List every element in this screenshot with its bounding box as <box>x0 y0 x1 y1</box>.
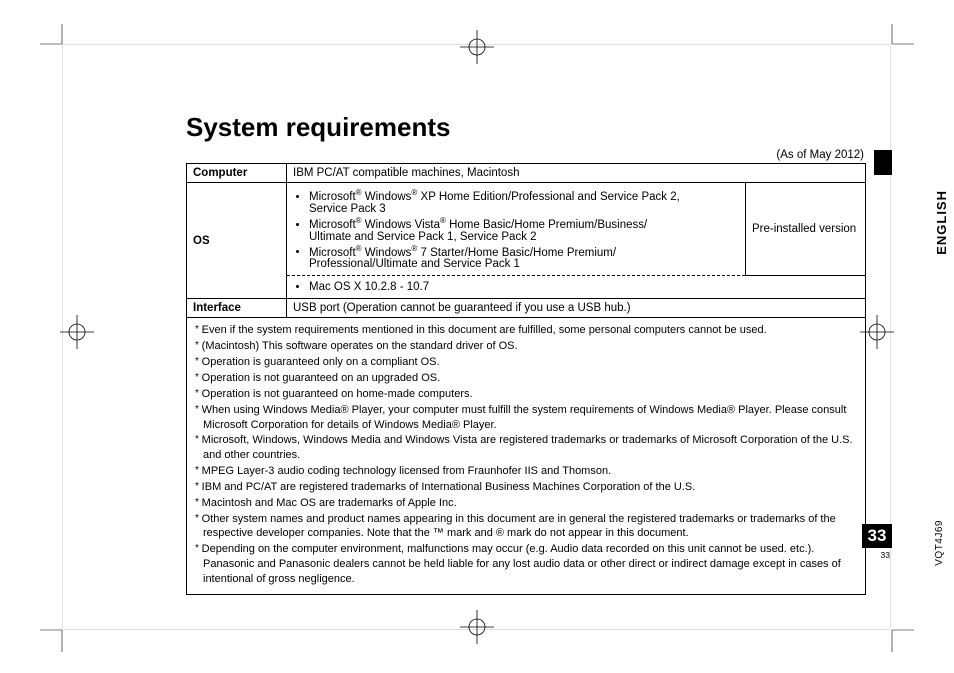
os-windows-cell: Microsoft® Windows® XP Home Edition/Prof… <box>287 183 746 276</box>
page-number: 33 <box>862 524 892 548</box>
content-area: System requirements (As of May 2012) Com… <box>186 112 866 595</box>
note-line: Depending on the computer environment, m… <box>195 542 857 587</box>
note-line: When using Windows Media® Player, your c… <box>195 403 857 433</box>
table-row: Interface USB port (Operation cannot be … <box>187 299 866 318</box>
table-row: Computer IBM PC/AT compatible machines, … <box>187 164 866 183</box>
os-win-item: Microsoft® Windows® 7 Starter/Home Basic… <box>309 244 739 271</box>
os-preinstalled: Pre-installed version <box>746 183 866 276</box>
note-line: IBM and PC/AT are registered trademarks … <box>195 480 857 495</box>
page-title: System requirements <box>186 112 866 143</box>
interface-label: Interface <box>187 299 287 318</box>
table-row: OS Microsoft® Windows® XP Home Edition/P… <box>187 183 866 276</box>
reg-mark-bottom <box>460 610 494 644</box>
note-line: Operation is not guaranteed on an upgrad… <box>195 371 857 386</box>
os-win-item: Microsoft® Windows Vista® Home Basic/Hom… <box>309 216 739 243</box>
table-row: Mac OS X 10.2.8 - 10.7 <box>187 276 866 299</box>
note-line: Other system names and product names app… <box>195 512 857 542</box>
crop-tl <box>40 24 84 68</box>
reg-mark-top <box>460 30 494 64</box>
crop-br <box>870 608 914 652</box>
note-line: Operation is not guaranteed on home-made… <box>195 387 857 402</box>
document-code: VQT4J69 <box>934 520 945 566</box>
computer-value: IBM PC/AT compatible machines, Macintosh <box>287 164 866 183</box>
crop-bl <box>40 608 84 652</box>
reg-mark-left <box>60 315 94 349</box>
requirements-table: Computer IBM PC/AT compatible machines, … <box>186 163 866 318</box>
note-line: Operation is guaranteed only on a compli… <box>195 355 857 370</box>
note-line: MPEG Layer-3 audio coding technology lic… <box>195 464 857 479</box>
os-mac-item: Mac OS X 10.2.8 - 10.7 <box>309 281 859 293</box>
crop-tr <box>870 24 914 68</box>
computer-label: Computer <box>187 164 287 183</box>
note-line: Macintosh and Mac OS are trademarks of A… <box>195 496 857 511</box>
notes-block: Even if the system requirements mentione… <box>186 318 866 594</box>
note-line: Microsoft, Windows, Windows Media and Wi… <box>195 433 857 463</box>
os-win-item: Microsoft® Windows® XP Home Edition/Prof… <box>309 188 739 215</box>
as-of-date: (As of May 2012) <box>186 149 864 161</box>
page-number-small: 33 <box>881 550 890 560</box>
os-mac-cell: Mac OS X 10.2.8 - 10.7 <box>287 276 866 299</box>
note-line: (Macintosh) This software operates on th… <box>195 339 857 354</box>
interface-value: USB port (Operation cannot be guaranteed… <box>287 299 866 318</box>
language-label: ENGLISH <box>934 190 949 255</box>
lang-tab-marker <box>874 150 892 175</box>
os-label: OS <box>187 183 287 299</box>
note-line: Even if the system requirements mentione… <box>195 323 857 338</box>
